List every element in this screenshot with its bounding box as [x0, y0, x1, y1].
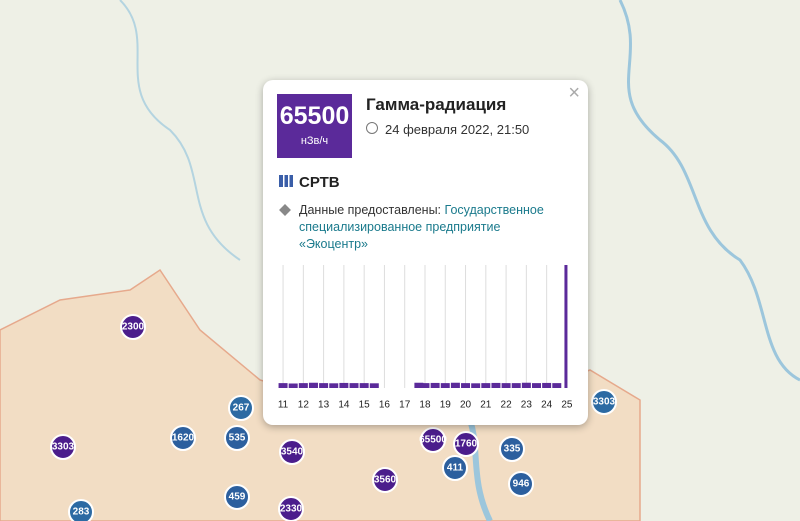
x-tick-label: 16: [379, 400, 391, 410]
marker-label: 535: [229, 433, 246, 444]
marker: [442, 455, 468, 481]
bar: [298, 383, 308, 388]
provider-text: Данные предоставлены: Государственное сп…: [299, 202, 569, 253]
title: Гамма-радиация: [366, 95, 507, 114]
marker: [278, 496, 304, 521]
x-tick-label: 24: [541, 400, 553, 410]
bar: [359, 383, 369, 388]
value-badge: 65500 нЗв/ч: [277, 94, 352, 158]
marker-label: 335: [504, 444, 521, 455]
x-tick-label: 22: [501, 400, 513, 410]
date: 24 февраля 2022, 21:50: [385, 122, 530, 137]
x-tick-label: 13: [318, 400, 330, 410]
bar: [414, 382, 424, 388]
value: 65500: [279, 102, 350, 130]
bar: [450, 382, 460, 388]
bar: [521, 382, 531, 388]
marker-label: 411: [447, 463, 464, 474]
chart: 11 12 13 14 15 16 17 18 19 20 21 22 23 24 25: [278, 265, 573, 410]
river: [618, 0, 800, 382]
marker: [499, 436, 525, 462]
marker-label: 3560: [374, 475, 397, 486]
x-tick-label: 19: [440, 400, 452, 410]
marker-label: 459: [229, 492, 246, 503]
provider-link[interactable]: Государственное специализированное предп…: [299, 203, 544, 251]
marker: [453, 431, 479, 457]
bar: [501, 383, 511, 388]
bar: [369, 383, 379, 388]
river: [119, 0, 241, 261]
marker-label: 65500: [419, 435, 447, 446]
marker: [228, 395, 254, 421]
marker: [372, 467, 398, 493]
marker-label: 3540: [281, 447, 304, 458]
bar: [471, 383, 481, 388]
x-tick-label: 12: [298, 400, 310, 410]
bar: [339, 382, 349, 388]
marker: [508, 471, 534, 497]
marker-label: 3303: [593, 397, 616, 408]
x-tick-label: 11: [278, 400, 289, 410]
x-tick-label: 17: [399, 400, 411, 410]
marker-label: 283: [73, 507, 90, 518]
bar: [420, 383, 430, 388]
x-tick-label: 23: [521, 400, 533, 410]
marker: [420, 427, 446, 453]
x-tick-label: 15: [359, 400, 371, 410]
marker-label: 946: [513, 479, 530, 490]
marker: [224, 425, 250, 451]
bar: [532, 383, 542, 388]
bar: [319, 383, 329, 388]
x-tick-label: 21: [480, 400, 492, 410]
marker: [279, 439, 305, 465]
bar: [440, 383, 450, 388]
bar: [461, 383, 471, 388]
station-icon: [279, 175, 293, 187]
bar: [564, 265, 568, 388]
popup: 65500 нЗв/ч Гамма-радиация 24 февраля 20…: [263, 80, 588, 425]
bar: [288, 383, 298, 388]
station: СРТВ: [299, 174, 340, 191]
marker: [170, 425, 196, 451]
bar: [430, 382, 440, 388]
bar: [349, 383, 359, 388]
clock-icon: [366, 122, 378, 134]
unit: нЗв/ч: [300, 135, 329, 147]
marker-label: 1760: [455, 439, 478, 450]
marker-label: 2300: [122, 322, 145, 333]
bar: [278, 383, 288, 388]
x-tick-label: 14: [338, 400, 350, 410]
marker-label: 2330: [280, 504, 303, 515]
bar: [491, 382, 501, 388]
marker: [224, 484, 250, 510]
bar: [542, 382, 552, 388]
x-tick-label: 20: [460, 400, 472, 410]
bar: [552, 383, 562, 388]
provider-icon: [279, 204, 291, 216]
marker: [120, 314, 146, 340]
bar: [511, 383, 521, 388]
marker-label: 1620: [172, 433, 195, 444]
bar: [329, 383, 339, 388]
bar: [308, 382, 318, 388]
provider-label: Данные предоставлены:: [299, 203, 442, 217]
marker-label: 267: [233, 403, 250, 414]
x-tick-label: 18: [419, 400, 431, 410]
marker: [68, 499, 94, 521]
bar: [481, 383, 491, 388]
river: [467, 419, 493, 521]
marker-label: 3303: [52, 442, 75, 453]
x-tick-label: 25: [561, 400, 573, 410]
marker: [591, 389, 617, 415]
close-button[interactable]: ×: [568, 82, 580, 104]
marker: [50, 434, 76, 460]
